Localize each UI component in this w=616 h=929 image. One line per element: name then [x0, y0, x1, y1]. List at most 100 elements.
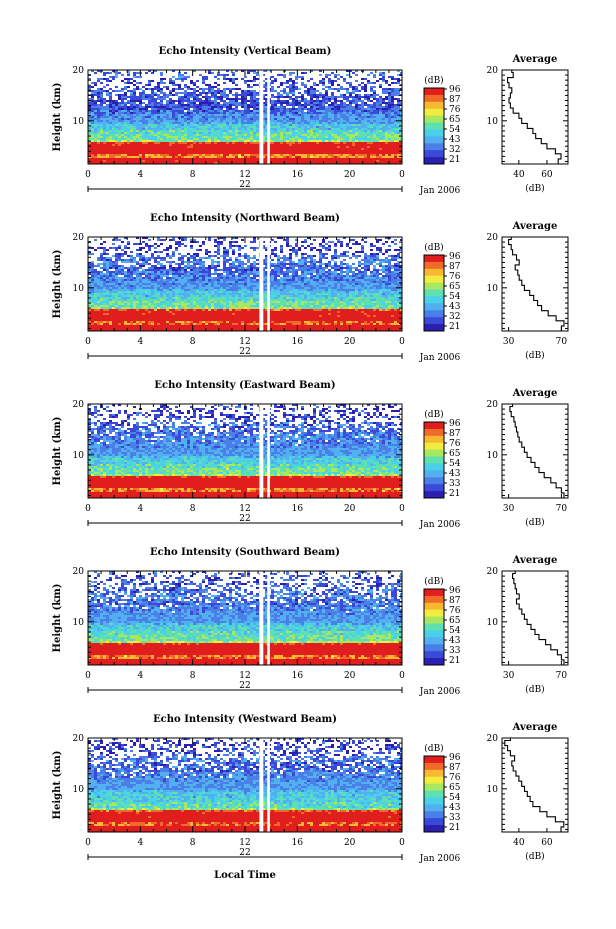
- data-gap-1: [259, 404, 264, 498]
- colorbar-tick: 43: [449, 803, 461, 813]
- colorbar-segment: [424, 303, 444, 311]
- colorbar-tick: 43: [449, 636, 461, 646]
- data-gap-1: [259, 738, 264, 832]
- colorbar-tick: 65: [449, 282, 461, 292]
- profile-x-tick: 70: [556, 504, 568, 514]
- colorbar-frame: [423, 87, 445, 165]
- heatmap-cells: [88, 404, 402, 498]
- colorbar-segment: [424, 94, 444, 103]
- colorbar-tick: 54: [449, 125, 461, 135]
- profile-x-label: (dB): [525, 183, 544, 194]
- colorbar-segment: [424, 310, 444, 318]
- profile-line: [507, 70, 562, 164]
- month-label: Jan 2006: [419, 353, 461, 363]
- figure-x-axis-label: Local Time: [214, 870, 276, 881]
- colorbar-segment: [424, 589, 444, 597]
- profile-line: [508, 237, 565, 331]
- profile-x-tick: 30: [503, 337, 515, 347]
- x-tick-label: 4: [137, 170, 143, 180]
- colorbar-frame: [423, 421, 445, 499]
- heatmap-cells: [88, 571, 402, 665]
- month-label: Jan 2006: [419, 186, 461, 196]
- colorbar-tick: 43: [449, 469, 461, 479]
- colorbar-segment: [424, 776, 444, 785]
- panel-title: Echo Intensity (Southward Beam): [150, 547, 340, 558]
- colorbar-segment: [424, 651, 444, 659]
- x-tick-label: 16: [292, 337, 304, 347]
- colorbar-frame: [423, 254, 445, 332]
- colorbar-segment: [424, 442, 444, 451]
- colorbar-tick: 33: [449, 813, 461, 823]
- beam-panel-3: Echo Intensity (Eastward Beam) 10 20 Height…: [52, 380, 569, 530]
- colorbar-segment: [424, 449, 444, 458]
- colorbar-unit: (dB): [424, 75, 443, 86]
- colorbar-tick: 65: [449, 783, 461, 793]
- profile-title: Average: [512, 388, 558, 399]
- x-tick-label: 20: [344, 671, 356, 681]
- y-tick-label: 10: [73, 785, 85, 795]
- profile-frame: [501, 403, 569, 499]
- colorbar-tick: 76: [449, 105, 461, 115]
- x-tick-label: 4: [137, 838, 143, 848]
- colorbar-segment: [424, 275, 444, 284]
- day-label: 22: [239, 681, 250, 691]
- y-tick-label: 10: [73, 451, 85, 461]
- colorbar-segment: [424, 255, 444, 263]
- colorbar-tick: 76: [449, 272, 461, 282]
- colorbar-tick: 87: [449, 596, 461, 606]
- colorbar-segment: [424, 491, 444, 499]
- panel-title: Echo Intensity (Northward Beam): [150, 213, 340, 224]
- beam-panel-5: Echo Intensity (Westward Beam) 10 20 Height…: [52, 714, 569, 864]
- average-profile: Average 10 20 40 60 (dB): [487, 722, 569, 862]
- average-profile: Average 10 20 30 70 (dB): [487, 555, 569, 695]
- colorbar-tick: 43: [449, 135, 461, 145]
- colorbar-segment: [424, 783, 444, 792]
- colorbar-tick: 96: [449, 586, 461, 596]
- x-tick-label: 0: [85, 838, 91, 848]
- average-profile: Average 10 20 30 70 (dB): [487, 221, 569, 361]
- profile-frame: [501, 69, 569, 165]
- profile-line: [504, 738, 565, 832]
- x-tick-label: 12: [239, 337, 250, 347]
- colorbar-tick: 21: [449, 322, 460, 332]
- x-tick-label: 8: [190, 170, 196, 180]
- colorbar-segment: [424, 317, 444, 325]
- colorbar-segment: [424, 804, 444, 812]
- x-tick-label: 16: [292, 504, 304, 514]
- colorbar-segment: [424, 797, 444, 805]
- colorbar-segment: [424, 324, 444, 332]
- colorbar-tick: 33: [449, 479, 461, 489]
- colorbar-segment: [424, 790, 444, 798]
- profile-x-tick: 70: [556, 337, 568, 347]
- beam-panel-2: Echo Intensity (Northward Beam) 10 20 Heigh…: [52, 213, 569, 363]
- profile-y-tick: 20: [487, 734, 499, 744]
- y-axis-label: Height (km): [52, 584, 63, 653]
- colorbar-tick: 76: [449, 439, 461, 449]
- profile-x-label: (dB): [525, 684, 544, 695]
- profile-y-tick: 10: [487, 451, 499, 461]
- beam-panel-1: Echo Intensity (Vertical Beam) 10 20 Height…: [52, 46, 569, 196]
- profile-x-tick: 60: [541, 170, 553, 180]
- profile-x-label: (dB): [525, 350, 544, 361]
- y-tick-label: 20: [73, 734, 85, 744]
- month-label: Jan 2006: [419, 854, 461, 864]
- x-tick-label: 12: [239, 504, 250, 514]
- colorbar-segment: [424, 88, 444, 96]
- colorbar-segment: [424, 422, 444, 430]
- colorbar-tick: 32: [449, 145, 460, 155]
- colorbar-tick: 33: [449, 646, 461, 656]
- colorbar-tick: 54: [449, 626, 461, 636]
- x-tick-label: 0: [85, 504, 91, 514]
- profile-x-tick: 30: [503, 671, 515, 681]
- profile-frame: [501, 737, 569, 833]
- colorbar-segment: [424, 616, 444, 625]
- x-tick-label: 0: [399, 504, 405, 514]
- colorbar-segment: [424, 637, 444, 645]
- x-tick-label: 8: [190, 838, 196, 848]
- x-tick-label: 4: [137, 504, 143, 514]
- x-tick-label: 20: [344, 504, 356, 514]
- profile-y-tick: 20: [487, 233, 499, 243]
- profile-y-tick: 10: [487, 117, 499, 127]
- colorbar-segment: [424, 456, 444, 464]
